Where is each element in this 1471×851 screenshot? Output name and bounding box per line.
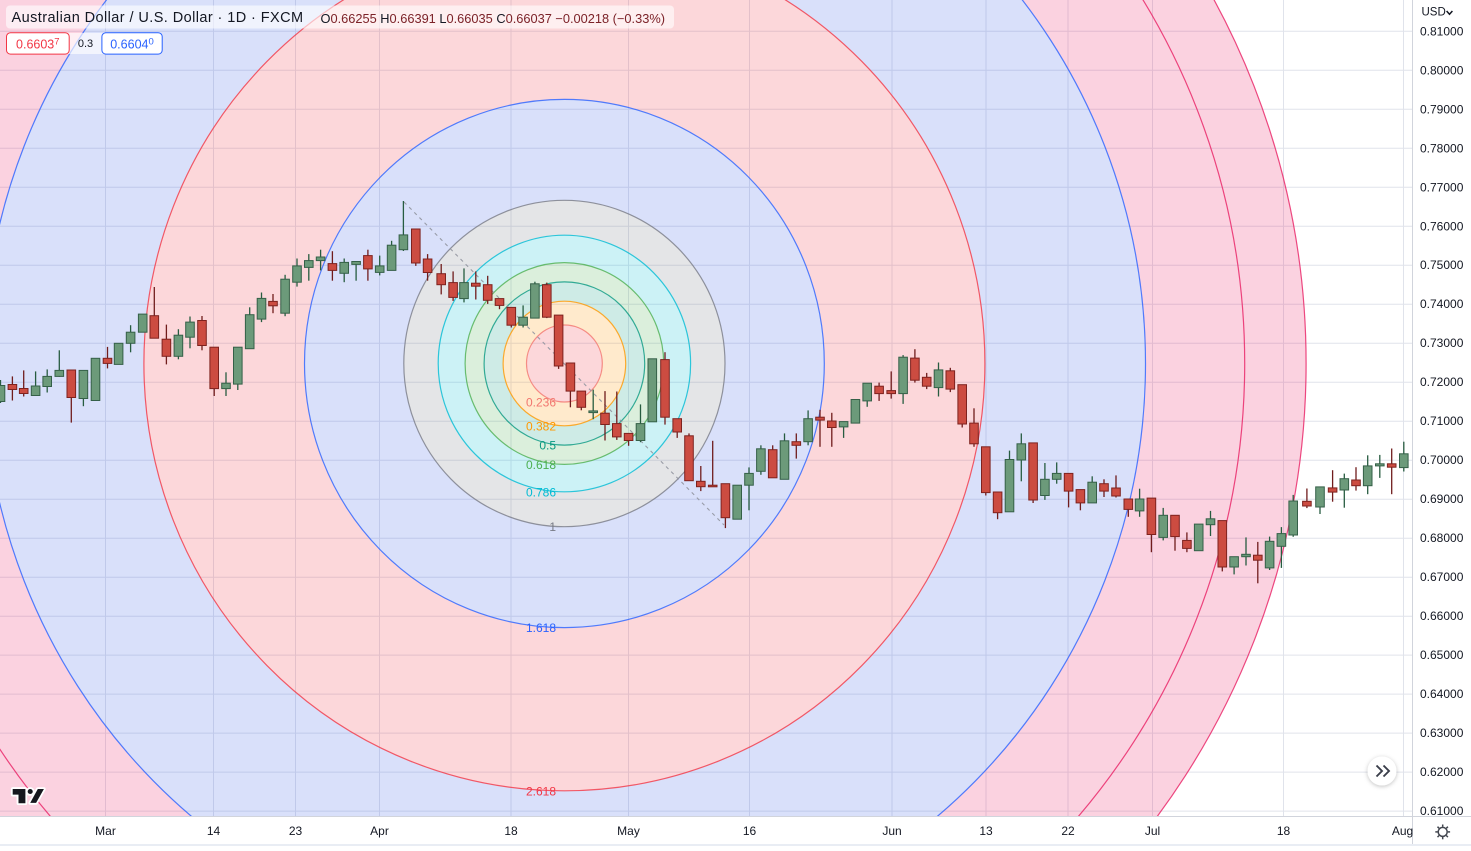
svg-text:0.73000: 0.73000 [1420,336,1464,350]
svg-text:0.65000: 0.65000 [1420,648,1464,662]
svg-text:Jun: Jun [882,824,901,838]
svg-text:Jul: Jul [1145,824,1160,838]
svg-text:0.66040: 0.66040 [110,36,154,52]
svg-text:0.78000: 0.78000 [1420,141,1464,155]
svg-text:0.70000: 0.70000 [1420,453,1464,467]
svg-text:0.72000: 0.72000 [1420,375,1464,389]
svg-text:Mar: Mar [95,824,116,838]
svg-text:22: 22 [1061,824,1075,838]
svg-text:14: 14 [207,824,221,838]
svg-text:0.68000: 0.68000 [1420,531,1464,545]
svg-text:0.63000: 0.63000 [1420,726,1464,740]
svg-text:0.81000: 0.81000 [1420,24,1464,38]
svg-text:May: May [617,824,640,838]
svg-text:0.75000: 0.75000 [1420,258,1464,272]
svg-text:0.79000: 0.79000 [1420,102,1464,116]
svg-text:1: 1 [549,520,556,534]
svg-text:Aug: Aug [1392,824,1413,838]
svg-text:0.786: 0.786 [526,485,556,499]
svg-text:1.618: 1.618 [526,621,556,635]
svg-text:0.5: 0.5 [539,439,556,453]
svg-text:0.61000: 0.61000 [1420,804,1464,818]
svg-text:0.64000: 0.64000 [1420,687,1464,701]
svg-text:0.76000: 0.76000 [1420,219,1464,233]
svg-text:0.77000: 0.77000 [1420,180,1464,194]
svg-text:18: 18 [1277,824,1291,838]
svg-text:0.66000: 0.66000 [1420,609,1464,623]
svg-text:Apr: Apr [370,824,389,838]
svg-text:0.66037: 0.66037 [16,36,60,52]
svg-text:Australian Dollar / U.S. Dolla: Australian Dollar / U.S. Dollar · 1D · F… [12,10,304,26]
svg-text:2.618: 2.618 [526,784,556,798]
svg-text:0.382: 0.382 [526,419,556,433]
svg-text:0.67000: 0.67000 [1420,570,1464,584]
svg-text:0.236: 0.236 [526,396,556,410]
svg-text:13: 13 [979,824,993,838]
svg-text:0.69000: 0.69000 [1420,492,1464,506]
svg-text:23: 23 [289,824,303,838]
svg-text:16: 16 [743,824,757,838]
svg-text:USD: USD [1422,7,1446,19]
svg-text:0.74000: 0.74000 [1420,297,1464,311]
svg-text:0.62000: 0.62000 [1420,765,1464,779]
svg-text:0.618: 0.618 [526,458,556,472]
svg-text:0.80000: 0.80000 [1420,63,1464,77]
svg-text:18: 18 [504,824,518,838]
svg-text:O0.66255 H0.66391 L0.66035 C0.: O0.66255 H0.66391 L0.66035 C0.66037 −0.0… [321,10,665,25]
svg-text:0.71000: 0.71000 [1420,414,1464,428]
svg-text:0.3: 0.3 [78,38,93,50]
